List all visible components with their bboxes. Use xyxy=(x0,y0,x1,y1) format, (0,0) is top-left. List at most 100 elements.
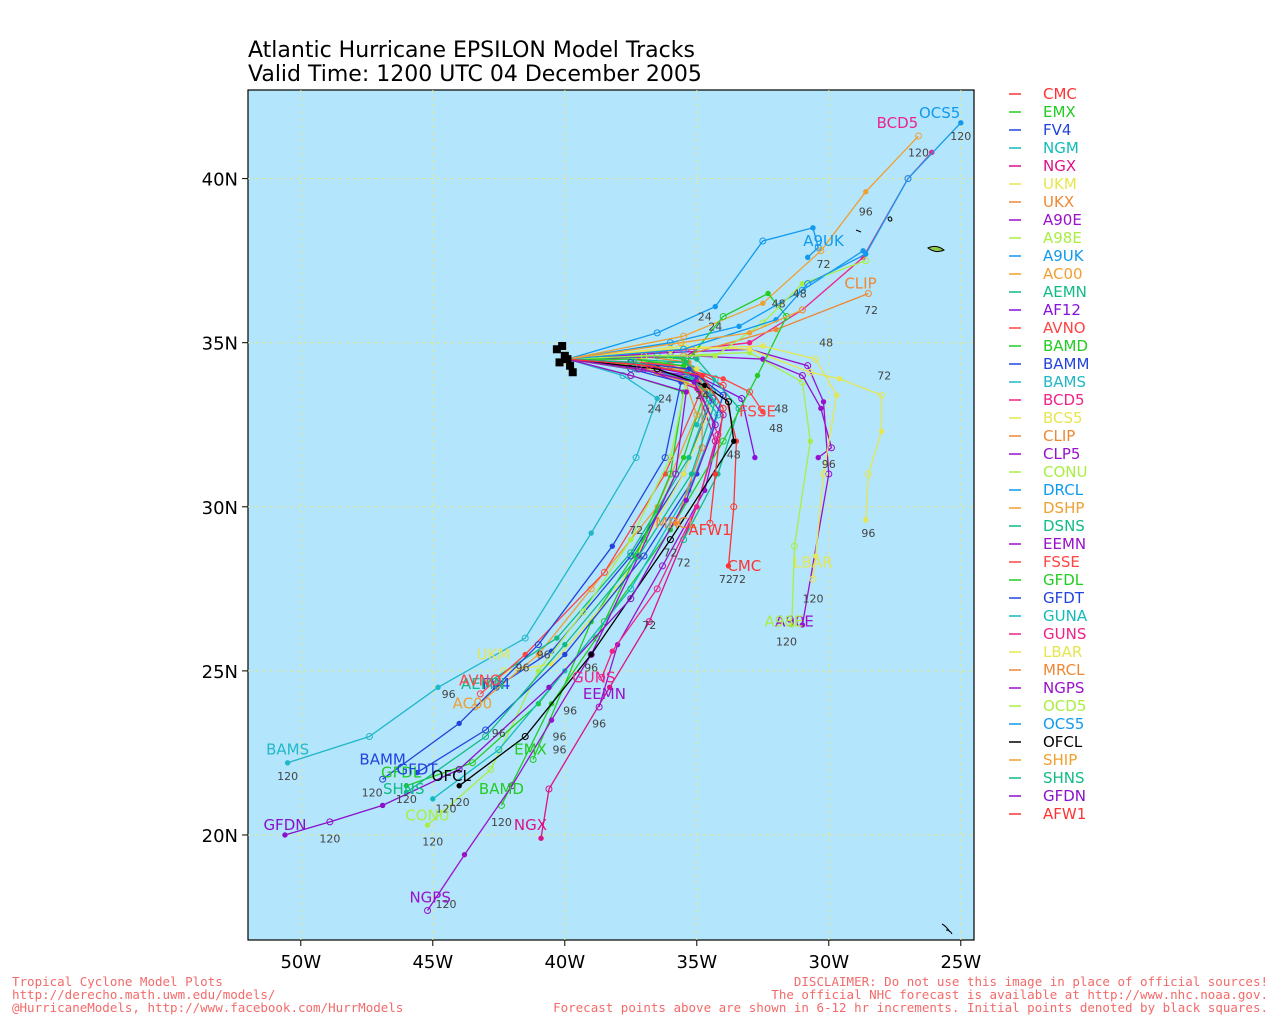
legend-entry: EEMN xyxy=(1043,535,1086,553)
forecast-hour-label: 96 xyxy=(553,744,567,757)
initial-point-square xyxy=(558,341,567,350)
track-point xyxy=(606,684,613,690)
legend-entry: LBAR xyxy=(1043,643,1082,661)
legend-entry: MRCL xyxy=(1043,661,1085,679)
forecast-hour-label: 48 xyxy=(774,402,788,415)
track-point xyxy=(783,312,791,320)
track-point xyxy=(548,717,555,723)
legend-entry: DSHP xyxy=(1043,499,1084,517)
model-label-lbar: LBAR xyxy=(793,554,832,572)
track-point xyxy=(694,422,700,428)
track-point xyxy=(686,454,692,461)
track-point xyxy=(719,437,727,445)
track-point xyxy=(904,175,912,183)
track-point xyxy=(680,362,687,369)
track-point xyxy=(746,346,753,352)
forecast-hour-label: 72 xyxy=(629,524,643,537)
forecast-hour-label: 120 xyxy=(436,898,457,911)
model-label-bamd: BAMD xyxy=(479,780,524,798)
legend-entry: AFW1 xyxy=(1043,805,1086,823)
legend-entry: GUNA xyxy=(1043,607,1088,625)
initial-point-square xyxy=(555,358,564,367)
initial-point-square xyxy=(568,368,577,377)
x-tick-label: 50W xyxy=(280,952,321,973)
track-point xyxy=(666,339,674,347)
track-point xyxy=(719,312,727,320)
forecast-hour-label: 120 xyxy=(396,793,417,806)
track-point xyxy=(878,391,886,399)
forecast-hour-label: 24 xyxy=(648,402,662,415)
legend-entry: AC00 xyxy=(1043,265,1083,283)
forecast-hour-label: 96 xyxy=(516,662,530,675)
track-point xyxy=(554,635,560,641)
model-label-bams: BAMS xyxy=(266,741,309,759)
track-point xyxy=(424,822,431,828)
x-tick-label: 30W xyxy=(808,952,849,973)
track-point xyxy=(680,332,688,340)
track-point xyxy=(588,530,594,536)
track-ship xyxy=(567,309,803,360)
model-label-emx: EMX xyxy=(514,741,547,759)
legend-entry: A98E xyxy=(1043,229,1082,247)
model-label-fsse: FSSE xyxy=(739,403,776,421)
forecast-hour-label: 96 xyxy=(563,704,577,717)
track-point xyxy=(815,454,821,461)
track-point xyxy=(535,651,542,658)
track-point xyxy=(714,411,722,419)
track-point xyxy=(765,290,771,297)
track-point xyxy=(461,851,468,858)
track-point xyxy=(600,568,608,576)
track-point xyxy=(658,562,666,570)
track-point xyxy=(804,280,812,288)
track-point xyxy=(508,782,516,790)
y-tick-label: 25N xyxy=(202,662,238,683)
model-label-a98e: A98E xyxy=(765,613,804,631)
track-point xyxy=(714,431,722,439)
legend-entry: GFDT xyxy=(1043,589,1085,607)
track-dshp xyxy=(567,135,920,360)
forecast-hour-label: 120 xyxy=(422,836,443,849)
track-point xyxy=(284,760,291,766)
legend-entry: SHIP xyxy=(1043,751,1077,769)
track-point xyxy=(698,444,706,452)
track-point xyxy=(799,280,806,287)
forecast-hour-label: 120 xyxy=(449,796,470,809)
track-point xyxy=(688,471,695,477)
track-point xyxy=(654,395,660,402)
track-point xyxy=(809,575,817,583)
track-point xyxy=(812,553,819,559)
legend-entry: OFCL xyxy=(1043,733,1083,751)
track-point xyxy=(482,733,490,741)
track-point xyxy=(818,405,824,412)
track-point xyxy=(736,323,742,329)
initial-point-square xyxy=(566,361,575,370)
track-point xyxy=(817,247,825,255)
footer-right-line: DISCLAIMER: Do not use this image in pla… xyxy=(793,974,1268,989)
forecast-hour-label: 96 xyxy=(492,727,506,740)
forecast-hour-label: 96 xyxy=(553,731,567,744)
track-point xyxy=(661,454,669,462)
track-point xyxy=(863,251,869,257)
track-point xyxy=(282,832,288,838)
model-label-bamm: BAMM xyxy=(359,750,405,768)
track-point xyxy=(804,362,812,370)
legend-entry: NGX xyxy=(1043,157,1076,175)
track-ocd5 xyxy=(567,260,867,360)
track-point xyxy=(929,149,935,156)
initial-positions xyxy=(552,341,577,377)
legend-entry: A9UK xyxy=(1043,247,1085,265)
track-point xyxy=(724,398,732,406)
track-point xyxy=(495,746,503,754)
track-point xyxy=(666,536,674,544)
track-point xyxy=(587,650,595,658)
legend-entry: CLIP xyxy=(1043,427,1075,445)
forecast-hour-label: 120 xyxy=(362,786,383,799)
legend-entry: BAMS xyxy=(1043,373,1086,391)
track-point xyxy=(773,326,779,333)
track-point xyxy=(529,755,537,763)
plot-area xyxy=(247,89,975,941)
track-point xyxy=(456,720,462,727)
track-point xyxy=(403,783,410,789)
legend-entry: CLP5 xyxy=(1043,445,1080,463)
track-point xyxy=(414,769,420,776)
